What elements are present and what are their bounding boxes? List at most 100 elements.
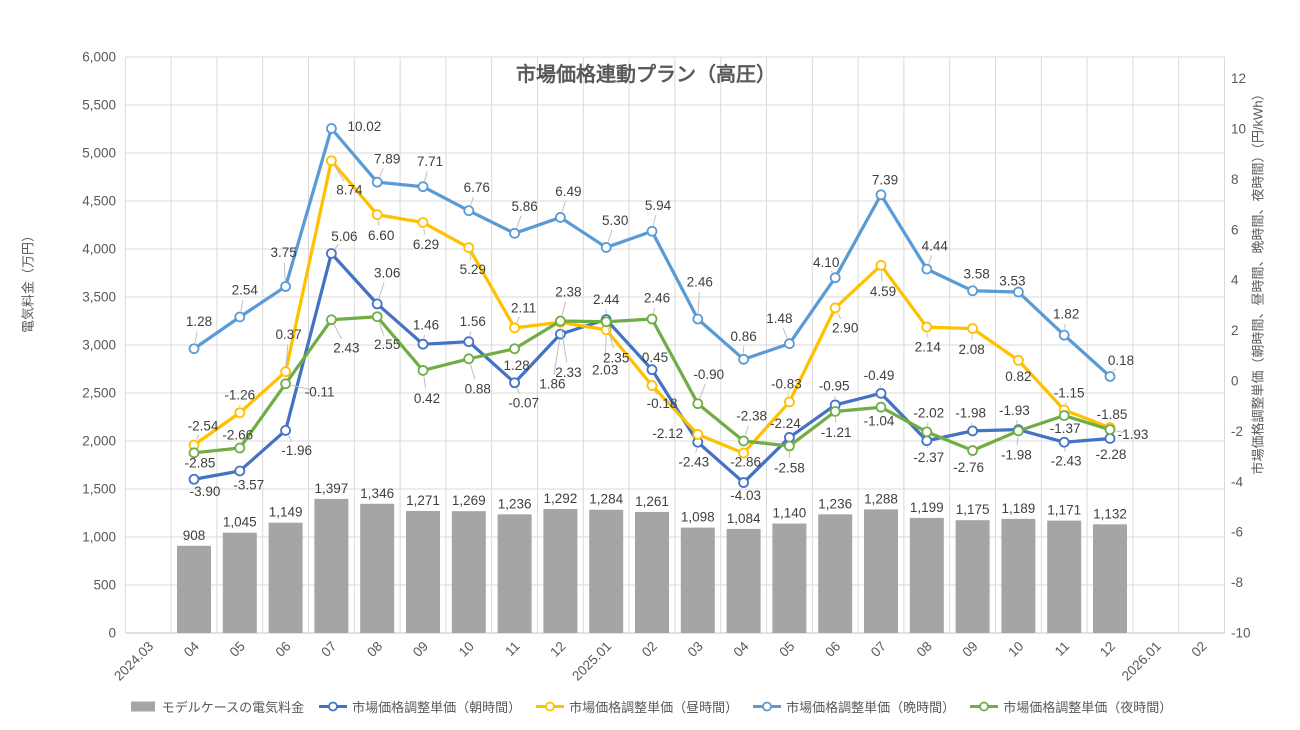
- point-市場価格調整単価（夜時間）-08[interactable]: [921, 426, 933, 438]
- point-市場価格調整単価（夜時間）-10[interactable]: [1013, 425, 1024, 437]
- point-市場価格調整単価（晩時間）-02[interactable]: [646, 225, 658, 237]
- point-市場価格調整単価（昼時間）-06[interactable]: [280, 366, 292, 378]
- point-市場価格調整単価（朝時間）-09[interactable]: [967, 425, 978, 437]
- point-市場価格調整単価（夜時間）-10[interactable]: [463, 353, 475, 365]
- point-市場価格調整単価（昼時間）-06[interactable]: [829, 302, 841, 314]
- point-市場価格調整単価（朝時間）-04[interactable]: [738, 477, 749, 488]
- point-市場価格調整単価（朝時間）-05[interactable]: [784, 432, 795, 443]
- point-市場価格調整単価（晩時間）-05[interactable]: [234, 311, 246, 323]
- point-市場価格調整単価（夜時間）-08[interactable]: [371, 311, 383, 323]
- point-市場価格調整単価（昼時間）-04[interactable]: [738, 447, 749, 459]
- bar-08[interactable]: [360, 503, 395, 633]
- bar-04[interactable]: [726, 528, 761, 633]
- point-市場価格調整単価（晩時間）-10[interactable]: [463, 205, 475, 217]
- point-市場価格調整単価（朝時間）-12[interactable]: [555, 328, 566, 340]
- point-市場価格調整単価（昼時間）-07[interactable]: [325, 155, 337, 167]
- point-市場価格調整単価（夜時間）-05[interactable]: [234, 442, 246, 454]
- bar-09[interactable]: [955, 520, 990, 633]
- legend-item-1[interactable]: 市場価格調整単価（朝時間）: [318, 697, 521, 716]
- point-市場価格調整単価（昼時間）-08[interactable]: [921, 321, 933, 333]
- point-市場価格調整単価（昼時間）-10[interactable]: [463, 242, 475, 254]
- bar-03[interactable]: [680, 527, 715, 633]
- point-市場価格調整単価（朝時間）-04[interactable]: [188, 473, 200, 485]
- point-市場価格調整単価（夜時間）-2025.01[interactable]: [600, 316, 612, 328]
- point-市場価格調整単価（夜時間）-05[interactable]: [784, 440, 795, 452]
- bar-10[interactable]: [1001, 518, 1036, 633]
- point-市場価格調整単価（朝時間）-10[interactable]: [463, 336, 475, 348]
- point-市場価格調整単価（晩時間）-09[interactable]: [967, 285, 978, 297]
- point-市場価格調整単価（夜時間）-11[interactable]: [1058, 410, 1070, 421]
- legend-item-3[interactable]: 市場価格調整単価（晩時間）: [752, 697, 955, 716]
- point-市場価格調整単価（晩時間）-05[interactable]: [784, 338, 795, 350]
- point-市場価格調整単価（晩時間）-10[interactable]: [1013, 286, 1024, 298]
- point-市場価格調整単価（晩時間）-08[interactable]: [371, 176, 383, 188]
- point-市場価格調整単価（朝時間）-08[interactable]: [371, 298, 383, 310]
- point-市場価格調整単価（晩時間）-12[interactable]: [555, 212, 566, 223]
- bar-07[interactable]: [864, 509, 898, 633]
- point-市場価格調整単価（昼時間）-03[interactable]: [692, 429, 704, 440]
- point-市場価格調整単価（晩時間）-11[interactable]: [509, 227, 520, 239]
- point-市場価格調整単価（夜時間）-12[interactable]: [1104, 424, 1116, 436]
- bar-05[interactable]: [772, 523, 807, 633]
- bar-10[interactable]: [451, 511, 486, 633]
- bar-12[interactable]: [543, 508, 578, 633]
- legend-item-0[interactable]: モデルケースの電気料金: [128, 697, 304, 716]
- point-市場価格調整単価（晩時間）-07[interactable]: [325, 123, 337, 134]
- point-市場価格調整単価（朝時間）-09[interactable]: [417, 338, 429, 350]
- point-市場価格調整単価（朝時間）-11[interactable]: [509, 377, 520, 389]
- bar-06[interactable]: [268, 522, 303, 633]
- point-市場価格調整単価（晩時間）-12[interactable]: [1104, 371, 1116, 382]
- point-市場価格調整単価（朝時間）-12[interactable]: [1104, 433, 1116, 444]
- legend-item-2[interactable]: 市場価格調整単価（昼時間）: [535, 697, 738, 716]
- point-市場価格調整単価（昼時間）-07[interactable]: [875, 259, 887, 271]
- bar-11[interactable]: [497, 514, 532, 633]
- point-市場価格調整単価（夜時間）-09[interactable]: [417, 365, 429, 376]
- legend-item-4[interactable]: 市場価格調整単価（夜時間）: [969, 697, 1172, 716]
- point-市場価格調整単価（昼時間）-05[interactable]: [234, 407, 246, 419]
- point-市場価格調整単価（晩時間）-06[interactable]: [280, 281, 292, 292]
- point-市場価格調整単価（晩時間）-04[interactable]: [188, 343, 200, 355]
- point-市場価格調整単価（朝時間）-05[interactable]: [234, 465, 246, 477]
- point-市場価格調整単価（夜時間）-04[interactable]: [738, 435, 749, 447]
- point-市場価格調整単価（晩時間）-03[interactable]: [692, 313, 704, 325]
- point-市場価格調整単価（夜時間）-06[interactable]: [280, 378, 292, 390]
- bar-2025.01[interactable]: [589, 509, 624, 633]
- point-市場価格調整単価（晩時間）-07[interactable]: [875, 189, 887, 201]
- point-市場価格調整単価（夜時間）-03[interactable]: [692, 398, 704, 410]
- point-市場価格調整単価（晩時間）-11[interactable]: [1058, 329, 1070, 341]
- bar-08[interactable]: [909, 517, 944, 633]
- point-市場価格調整単価（夜時間）-11[interactable]: [509, 343, 520, 355]
- point-市場価格調整単価（昼時間）-09[interactable]: [967, 323, 978, 334]
- bar-05[interactable]: [222, 532, 257, 633]
- point-市場価格調整単価（晩時間）-06[interactable]: [829, 272, 841, 284]
- point-市場価格調整単価（昼時間）-02[interactable]: [646, 380, 658, 391]
- point-市場価格調整単価（昼時間）-09[interactable]: [417, 217, 429, 228]
- point-市場価格調整単価（昼時間）-11[interactable]: [509, 322, 520, 334]
- bar-06[interactable]: [818, 514, 853, 633]
- point-市場価格調整単価（夜時間）-07[interactable]: [325, 314, 337, 326]
- point-市場価格調整単価（晩時間）-09[interactable]: [417, 181, 429, 193]
- point-市場価格調整単価（夜時間）-04[interactable]: [188, 447, 200, 459]
- bar-04[interactable]: [177, 545, 211, 633]
- point-市場価格調整単価（夜時間）-02[interactable]: [646, 313, 658, 325]
- bar-12[interactable]: [1093, 524, 1127, 633]
- point-市場価格調整単価（晩時間）-2025.01[interactable]: [600, 242, 612, 253]
- point-市場価格調整単価（昼時間）-08[interactable]: [371, 209, 383, 221]
- point-市場価格調整単価（朝時間）-02[interactable]: [646, 364, 658, 376]
- point-市場価格調整単価（夜時間）-12[interactable]: [555, 315, 566, 327]
- point-市場価格調整単価（昼時間）-10[interactable]: [1013, 354, 1024, 366]
- point-市場価格調整単価（夜時間）-09[interactable]: [967, 445, 978, 456]
- bar-09[interactable]: [406, 510, 440, 633]
- point-市場価格調整単価（晩時間）-04[interactable]: [738, 353, 749, 365]
- bar-02[interactable]: [635, 511, 669, 633]
- point-市場価格調整単価（朝時間）-06[interactable]: [280, 424, 292, 436]
- point-市場価格調整単価（夜時間）-06[interactable]: [829, 406, 841, 417]
- point-市場価格調整単価（夜時間）-07[interactable]: [875, 401, 887, 413]
- bar-07[interactable]: [314, 498, 349, 633]
- bar-11[interactable]: [1047, 520, 1082, 633]
- point-市場価格調整単価（朝時間）-11[interactable]: [1058, 436, 1070, 448]
- point-市場価格調整単価（朝時間）-07[interactable]: [325, 248, 337, 259]
- point-市場価格調整単価（朝時間）-08[interactable]: [921, 435, 933, 447]
- point-市場価格調整単価（昼時間）-05[interactable]: [784, 396, 795, 408]
- point-市場価格調整単価（晩時間）-08[interactable]: [921, 263, 933, 275]
